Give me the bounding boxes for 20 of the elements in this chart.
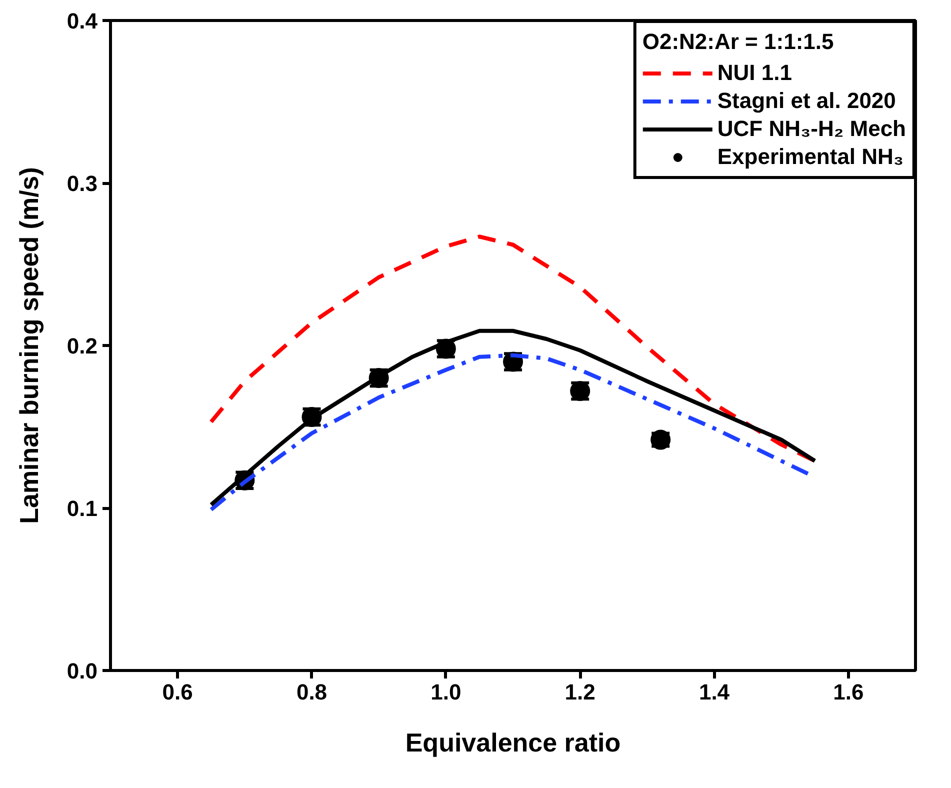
- x-tick-label: 1.6: [833, 680, 864, 704]
- y-tick-label: 0.3: [66, 171, 98, 196]
- x-tick-label: 0.6: [162, 680, 193, 704]
- legend-label: UCF NH₃-H₂ Mech: [717, 116, 906, 142]
- x-tick-label: 1.0: [430, 680, 462, 704]
- y-axis-title: Laminar burning speed (m/s): [14, 167, 44, 524]
- y-tick-label: 0.2: [66, 334, 98, 358]
- legend-title: O2:N2:Ar = 1:1:1.5: [642, 29, 835, 55]
- y-tick-label: 0.0: [66, 658, 98, 684]
- legend-label: NUI 1.1: [717, 60, 792, 86]
- line-series: [209, 353, 810, 512]
- x-tick-label: 1.2: [564, 680, 596, 704]
- line-series: [209, 328, 817, 507]
- y-tick-label: 0.4: [66, 8, 98, 34]
- x-tick-label: 1.4: [698, 680, 730, 704]
- x-tick-label: 0.8: [296, 680, 328, 704]
- legend-label: Stagni et al. 2020: [717, 88, 896, 114]
- y-tick-label: 0.1: [66, 496, 98, 521]
- legend-label: Experimental NH₃: [717, 144, 904, 170]
- x-axis-title: Equivalence ratio: [405, 728, 621, 758]
